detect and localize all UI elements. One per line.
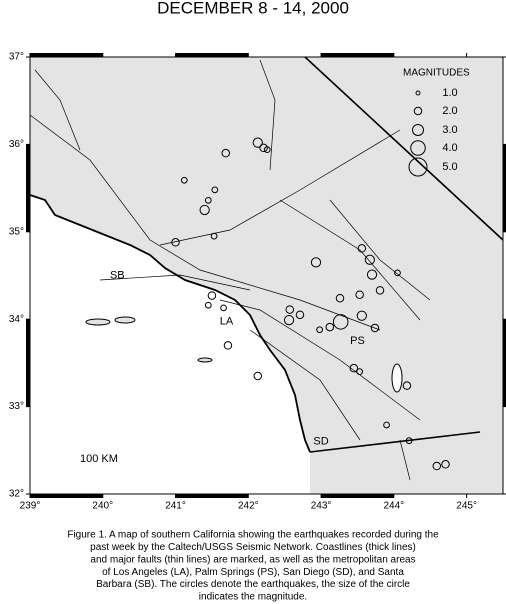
caption-line: past week by the Caltech/USGS Seismic Ne… (90, 542, 416, 553)
earthquake (375, 286, 385, 295)
island (114, 316, 136, 324)
place-label: SD (313, 435, 328, 447)
x-tick-label: 239° (20, 501, 41, 512)
y-tick-label: 33° (9, 401, 24, 412)
earthquake (259, 143, 268, 153)
frame-bar (30, 53, 103, 57)
earthquake (285, 305, 295, 314)
place-label: SB (110, 269, 125, 281)
earthquake (180, 176, 188, 184)
earthquake (204, 301, 212, 309)
legend-symbol (415, 90, 421, 96)
frame (29, 56, 504, 495)
earthquake (199, 204, 210, 216)
earthquake (207, 291, 217, 300)
earthquake (332, 314, 349, 330)
frame-bar (503, 319, 506, 407)
legend-label: 4.0 (442, 142, 457, 154)
legend-label: 3.0 (442, 124, 457, 136)
island (197, 357, 213, 363)
earthquake (220, 304, 227, 312)
frame-bar (26, 144, 30, 232)
caption-line: Barbara (SB). The circles denote the ear… (96, 579, 410, 590)
frame-bar (321, 53, 394, 57)
earthquake (252, 137, 263, 148)
y-tick-label: 37° (9, 52, 24, 63)
earthquake (356, 310, 367, 321)
scale-label: 100 KM (80, 453, 118, 465)
y-tick-label: 35° (9, 226, 24, 237)
legend-label: 5.0 (442, 161, 457, 173)
frame-bar (26, 319, 30, 407)
earthquake (223, 341, 233, 350)
caption-line: and major faults (thin lines) are marked… (90, 554, 415, 565)
title: DECEMBER 8 - 14, 2000 (157, 0, 349, 17)
frame-bar (503, 144, 506, 232)
earthquake (211, 186, 219, 194)
caption-line: Figure 1. A map of southern California s… (67, 530, 439, 541)
island (85, 318, 111, 326)
x-tick-label: 244° (384, 501, 405, 512)
x-tick-label: 242° (238, 501, 259, 512)
earthquake (204, 196, 212, 204)
earthquake (335, 293, 345, 303)
earthquake (432, 461, 442, 471)
frame-bar (321, 494, 394, 498)
earthquake (171, 238, 180, 247)
x-tick-label: 240° (92, 501, 113, 512)
earthquake (310, 257, 322, 268)
coastline (29, 194, 311, 453)
earthquake (370, 323, 380, 333)
legend-label: 1.0 (442, 87, 457, 99)
legend-symbol (410, 140, 426, 156)
earthquake (383, 421, 390, 429)
legend-symbol (412, 124, 424, 136)
earthquake (263, 146, 271, 154)
place-label: PS (350, 335, 365, 347)
land (30, 57, 503, 494)
earthquake (295, 310, 305, 320)
y-tick-label: 32° (9, 489, 24, 500)
earthquake (210, 232, 218, 240)
earthquake (441, 460, 450, 469)
earthquake (221, 148, 230, 158)
frame-bar (175, 494, 249, 498)
frame-bar (175, 53, 249, 57)
earthquake (402, 381, 412, 390)
faults (29, 59, 431, 481)
caption-line: indicates the magnitude. (199, 592, 307, 603)
earthquake (325, 322, 335, 332)
x-tick-label: 243° (311, 501, 332, 512)
boundary (304, 56, 504, 453)
x-tick-label: 245° (456, 501, 477, 512)
earthquake (283, 314, 295, 326)
earthquake (316, 326, 323, 334)
earthquake (405, 437, 413, 445)
y-tick-label: 36° (9, 139, 24, 150)
y-tick-label: 34° (9, 314, 24, 325)
lake (391, 363, 403, 393)
earthquake (364, 254, 375, 265)
frame-bar (30, 494, 103, 498)
x-tick-label: 241° (165, 501, 186, 512)
earthquake (349, 363, 359, 373)
legend-symbol (413, 106, 423, 116)
earthquake (357, 244, 367, 253)
caption-line: of Los Angeles (LA), Palm Springs (PS), … (102, 567, 404, 578)
earthquake (356, 368, 364, 376)
earthquake (394, 269, 401, 277)
earthquake (366, 269, 378, 280)
legend-symbol (408, 157, 428, 177)
legend-label: 2.0 (442, 105, 457, 117)
earthquake (355, 290, 364, 299)
legend-title: MAGNITUDES (403, 68, 470, 79)
place-label: LA (220, 316, 234, 328)
earthquake (253, 371, 263, 381)
